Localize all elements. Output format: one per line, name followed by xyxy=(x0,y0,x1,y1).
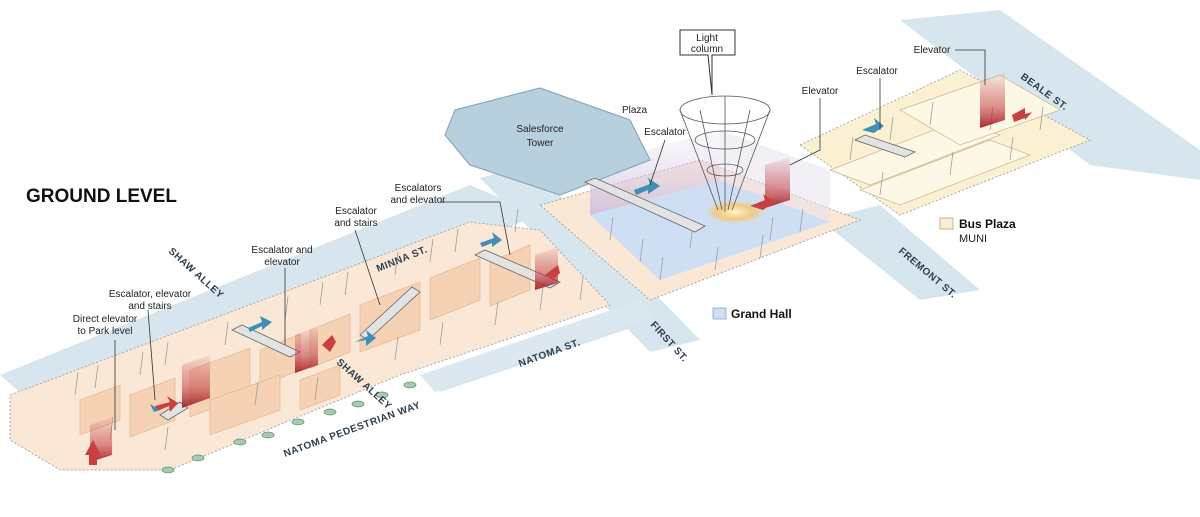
bus-plaza-columns xyxy=(849,101,1044,196)
callout-esc-and-elevator-1: Escalator and xyxy=(251,245,312,256)
street-first xyxy=(480,165,700,352)
tower-label-1: Salesforce xyxy=(516,124,564,135)
arrow-red-4 xyxy=(545,265,560,280)
light-column-label-2: column xyxy=(691,44,723,55)
arrow-blue-1 xyxy=(150,404,160,412)
legend-grand-hall-swatch xyxy=(712,307,727,320)
pedestrian-bollards xyxy=(161,381,417,474)
callout-escalators-elevator-1: Escalators xyxy=(395,183,442,194)
column-markers xyxy=(74,208,584,451)
callout-elevator-east: Elevator xyxy=(914,45,951,56)
light-column-callout-box xyxy=(679,29,736,96)
elevator-hall xyxy=(765,157,790,208)
callout-esc-and-stairs-1: Escalator xyxy=(335,206,377,217)
arrow-blue-5 xyxy=(634,178,660,195)
legend-bus-plaza-sub: MUNI xyxy=(959,233,987,245)
arrow-red-3 xyxy=(322,335,336,352)
street-lower xyxy=(420,300,655,392)
tower-label-2: Tower xyxy=(527,138,554,149)
legend: Bus Plaza MUNI Grand Hall xyxy=(712,217,1016,321)
callout-direct-elevator-2: to Park level xyxy=(77,326,132,337)
light-column-label-1: Light xyxy=(696,33,718,44)
flow-arrows xyxy=(85,108,1032,465)
street-beale xyxy=(900,10,1200,180)
bus-plaza-platform-2 xyxy=(859,139,1031,206)
callout-esc-and-stairs-2: and stairs xyxy=(334,218,377,229)
legend-bus-plaza-label: Bus Plaza xyxy=(959,217,1016,231)
street-fremont xyxy=(820,205,980,300)
legend-grand-hall-label: Grand Hall xyxy=(731,307,792,321)
map-title: GROUND LEVEL xyxy=(26,186,177,207)
arrow-blue-3 xyxy=(355,330,376,346)
arrow-blue-4 xyxy=(480,232,502,247)
light-column xyxy=(679,95,771,212)
hall-columns xyxy=(609,208,804,281)
arrow-blue-2 xyxy=(248,316,272,332)
arrow-red-5 xyxy=(750,194,775,210)
elevator-shaw xyxy=(295,327,318,373)
callout-escalator-east: Escalator xyxy=(856,66,898,77)
callout-esc-elev-stairs-1: Escalator, elevator xyxy=(109,289,192,300)
escalator-plaza xyxy=(583,177,706,233)
elevator-west-2 xyxy=(182,355,210,408)
arrow-blue-6 xyxy=(862,118,884,133)
arrow-red-6 xyxy=(1012,108,1032,122)
callout-direct-elevator-1: Direct elevator xyxy=(73,314,138,325)
callout-leaders xyxy=(114,49,986,430)
salesforce-tower xyxy=(444,87,651,196)
plaza-label: Plaza xyxy=(622,105,647,116)
callout-esc-elev-stairs-2: and stairs xyxy=(128,301,171,312)
legend-bus-plaza-swatch xyxy=(939,217,954,230)
callout-esc-and-elevator-2: elevator xyxy=(264,257,300,268)
arrow-red-2 xyxy=(155,396,178,412)
arrow-red-1 xyxy=(85,440,101,465)
callout-elevator-mid: Elevator xyxy=(802,86,839,97)
callout-escalator-plaza: Escalator xyxy=(644,127,686,138)
escalator-east xyxy=(853,134,917,158)
elevator-east xyxy=(980,73,1005,128)
callout-escalators-elevator-2: and elevator xyxy=(390,195,446,206)
